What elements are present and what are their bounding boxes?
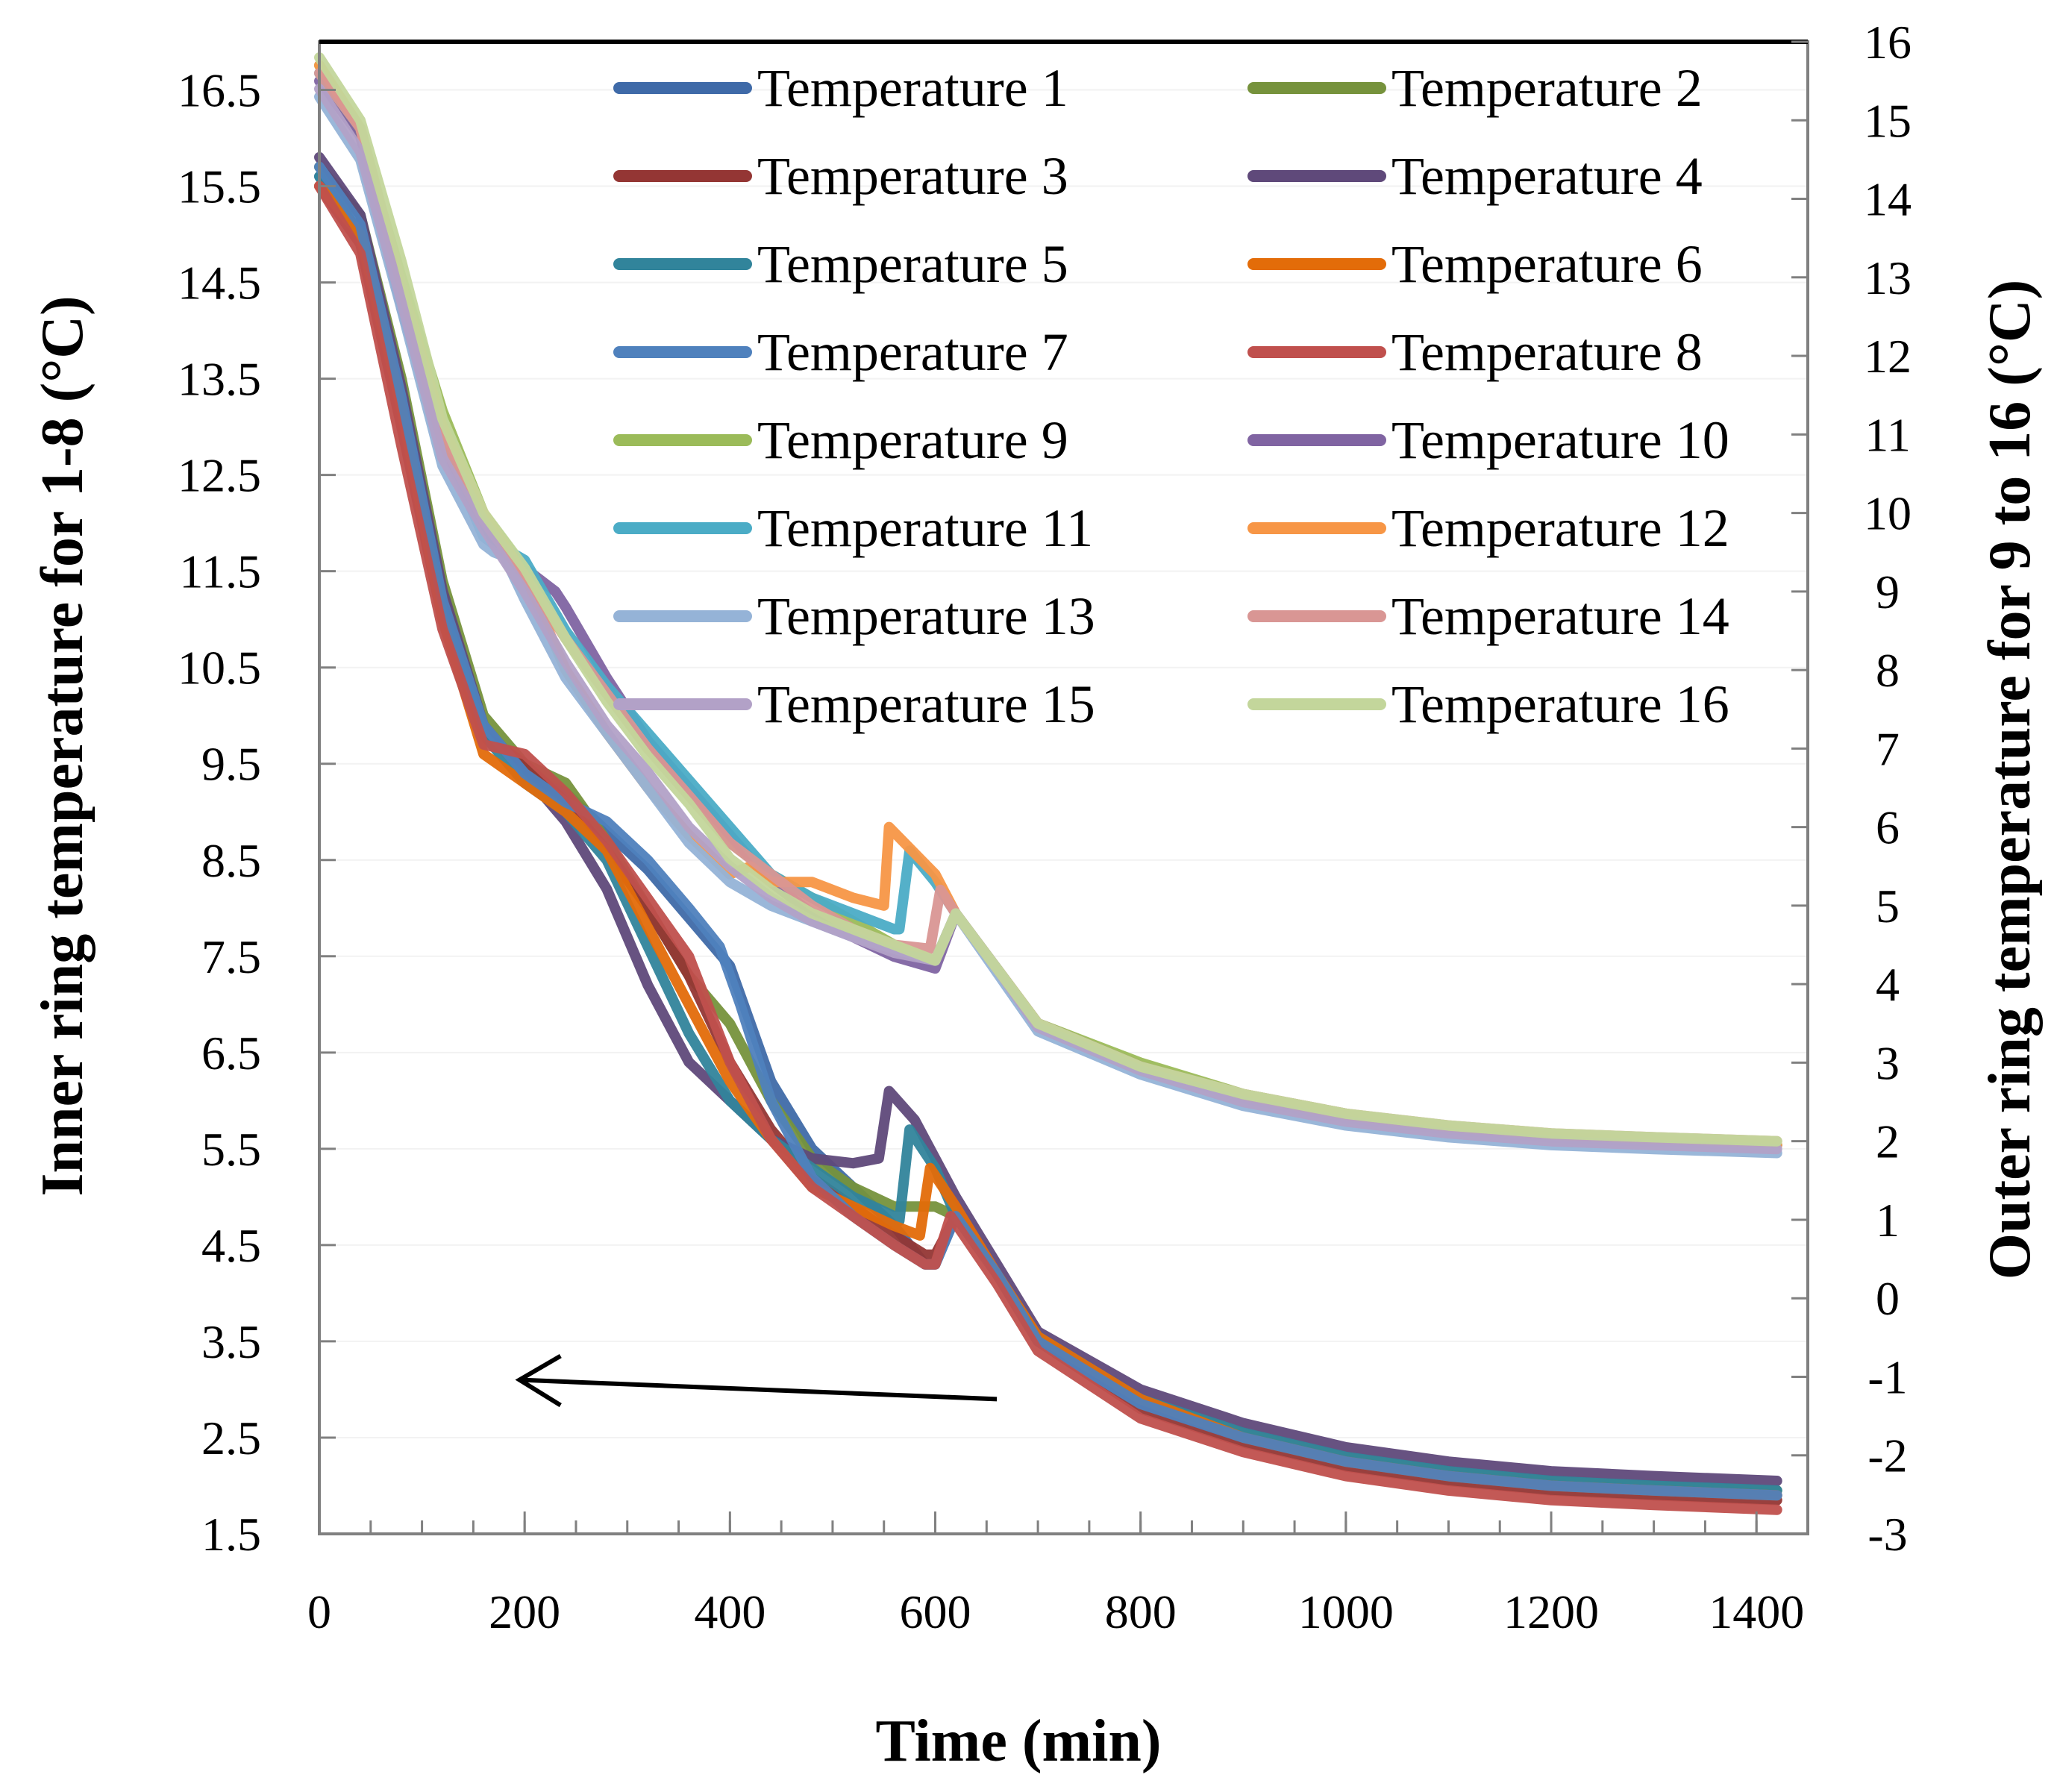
y-left-tick-label-1.5: 1.5 [201, 1508, 261, 1561]
x-tick-label-0: 0 [307, 1585, 331, 1638]
x-tick-label-1400: 1400 [1709, 1585, 1804, 1638]
y-left-tick-label-13.5: 13.5 [178, 353, 261, 406]
legend-label-9: Temperature 9 [757, 410, 1068, 470]
series-lines [314, 52, 1782, 1515]
legend-label-8: Temperature 8 [1391, 322, 1703, 382]
y-right-tick-label-0: 0 [1876, 1272, 1900, 1325]
annotation-arrow [515, 1353, 998, 1408]
y-right-tick-label-11: 11 [1865, 408, 1911, 461]
y-right-tick-label-8: 8 [1876, 644, 1900, 697]
legend-label-14: Temperature 14 [1391, 586, 1729, 646]
y-right-tick-label-5: 5 [1876, 880, 1900, 933]
y-right-tick-label-12: 12 [1864, 330, 1912, 383]
y-right-tick-label-16: 16 [1864, 16, 1912, 69]
legend-label-13: Temperature 13 [757, 586, 1095, 646]
legend-label-5: Temperature 5 [757, 234, 1068, 294]
legend-label-6: Temperature 6 [1391, 234, 1703, 294]
y-left-tick-label-3.5: 3.5 [201, 1315, 261, 1368]
legend-label-11: Temperature 11 [757, 498, 1093, 558]
gridlines [319, 89, 1808, 1535]
right-y-axis-title: Outer ring temperature for 9 to 16 (°C) [1977, 280, 2043, 1280]
left-y-axis: 1.5 2.5 3.5 4.5 5.5 6.5 7.5 8.5 9.5 10.5 11.5 12.5 1… [178, 64, 336, 1561]
y-right-tick-label-3: 3 [1876, 1036, 1900, 1089]
series-line-15 [314, 84, 1782, 1155]
y-right-tick-label-7: 7 [1876, 722, 1900, 775]
y-left-tick-label-11.5: 11.5 [179, 545, 261, 598]
x-axis: 0 200 400 600 800 1000 1200 1400 [307, 1511, 1809, 1638]
y-right-tick-label-4: 4 [1876, 958, 1900, 1011]
x-tick-label-400: 400 [694, 1585, 765, 1638]
y-left-tick-label-5.5: 5.5 [201, 1123, 261, 1176]
y-left-tick-label-2.5: 2.5 [201, 1412, 261, 1464]
y-right-tick-label--1: -1 [1867, 1350, 1907, 1403]
y-left-tick-label-10.5: 10.5 [178, 642, 261, 695]
y-left-tick-label-16.5: 16.5 [178, 64, 261, 117]
legend-label-15: Temperature 15 [757, 674, 1095, 734]
y-left-tick-label-14.5: 14.5 [178, 257, 261, 310]
x-tick-label-200: 200 [489, 1585, 560, 1638]
legend-label-1: Temperature 1 [757, 58, 1068, 118]
legend-label-3: Temperature 3 [757, 146, 1068, 206]
y-right-tick-label-13: 13 [1864, 251, 1912, 304]
x-tick-label-1200: 1200 [1503, 1585, 1599, 1638]
y-left-tick-label-9.5: 9.5 [201, 738, 261, 791]
y-right-tick-label--2: -2 [1867, 1429, 1907, 1482]
y-left-tick-label-4.5: 4.5 [201, 1219, 261, 1272]
legend-label-10: Temperature 10 [1391, 410, 1729, 470]
y-left-tick-label-15.5: 15.5 [178, 160, 261, 213]
x-tick-label-600: 600 [900, 1585, 971, 1638]
x-tick-label-1000: 1000 [1298, 1585, 1394, 1638]
y-left-tick-label-6.5: 6.5 [201, 1027, 261, 1080]
series-line-8 [314, 181, 1782, 1515]
legend-label-16: Temperature 16 [1391, 674, 1729, 734]
y-right-tick-label-15: 15 [1864, 94, 1912, 147]
legend: Temperature 1 Temperature 2 Temperature 3 T… [613, 58, 1729, 734]
y-right-tick-label-10: 10 [1864, 487, 1912, 540]
legend-label-4: Temperature 4 [1391, 146, 1703, 206]
y-right-tick-label-2: 2 [1876, 1115, 1900, 1168]
y-right-tick-label-14: 14 [1864, 173, 1912, 226]
legend-label-7: Temperature 7 [757, 322, 1068, 382]
left-y-axis-title: Inner ring temperature for 1-8 (°C) [30, 295, 96, 1196]
y-right-tick-label-1: 1 [1876, 1194, 1900, 1247]
x-axis-title: Time (min) [876, 1708, 1162, 1774]
legend-label-2: Temperature 2 [1391, 58, 1703, 118]
y-right-tick-label--3: -3 [1867, 1508, 1907, 1561]
y-left-tick-label-8.5: 8.5 [201, 834, 261, 887]
x-tick-label-800: 800 [1105, 1585, 1177, 1638]
annotation-arrow-shaft [519, 1377, 998, 1402]
series-line-16 [314, 52, 1782, 1147]
y-left-tick-label-7.5: 7.5 [201, 930, 261, 983]
y-left-tick-label-12.5: 12.5 [178, 449, 261, 502]
y-right-tick-label-6: 6 [1876, 801, 1900, 854]
legend-label-12: Temperature 12 [1391, 498, 1729, 558]
y-right-tick-label-9: 9 [1876, 566, 1900, 618]
annotation-arrow-head [515, 1353, 562, 1408]
